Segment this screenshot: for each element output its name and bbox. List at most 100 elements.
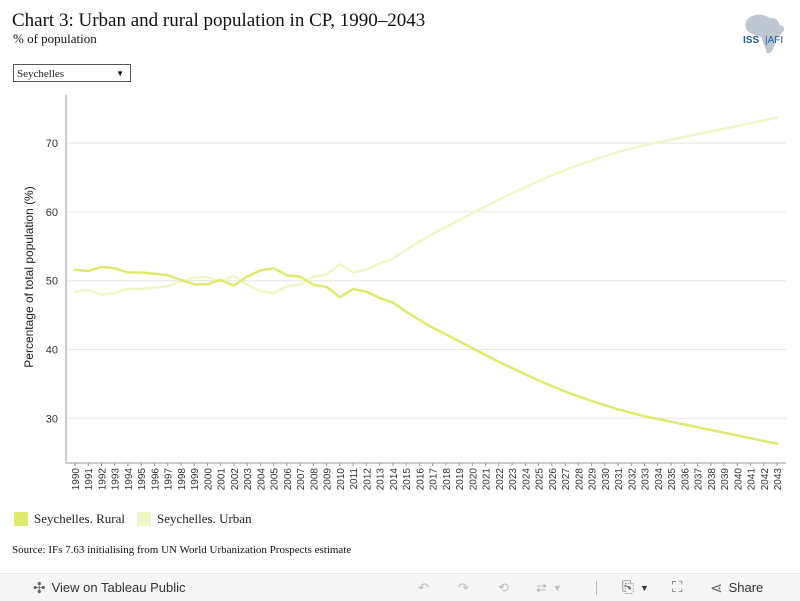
x-tick-label: 2025 [535, 468, 546, 491]
x-tick-label: 2022 [495, 468, 506, 491]
x-tick-label: 1998 [177, 468, 188, 491]
share-icon: ⋖ [710, 579, 723, 597]
y-tick-label: 60 [46, 207, 58, 219]
series-line-urban [73, 116, 779, 296]
x-tick-label: 2002 [230, 468, 241, 491]
legend-item-rural[interactable]: Seychelles. Rural [14, 511, 125, 527]
revert-icon: ⟲ [498, 579, 509, 595]
x-tick-label: 2037 [694, 468, 705, 491]
x-tick-label: 2011 [349, 468, 360, 490]
x-tick-label: 2001 [217, 468, 228, 491]
source-note: Source: IFs 7.63 initialising from UN Wo… [12, 544, 352, 556]
x-tick-label: 2032 [627, 468, 638, 491]
legend-swatch-rural [14, 512, 28, 526]
download-icon: ⎘ [622, 579, 635, 596]
x-tick-label: 2026 [548, 468, 559, 491]
tableau-toolbar: ✣ View on Tableau Public ↶ ↷ ⟲ ⇄ ▼ ⎘ ▼ ⛶ ⋖… [0, 573, 800, 601]
chart-subtitle: % of population [13, 31, 97, 46]
tableau-logo-icon: ✣ [33, 579, 46, 597]
revert-button[interactable]: ⟲ [498, 574, 509, 601]
country-filter-value: Seychelles [17, 68, 65, 80]
x-tick-label: 2003 [243, 468, 254, 491]
x-tick-label: 2014 [389, 468, 400, 491]
fullscreen-icon: ⛶ [672, 579, 683, 596]
redo-button[interactable]: ↷ [458, 574, 469, 601]
x-tick-label: 2041 [747, 468, 758, 491]
x-tick-label: 1991 [84, 468, 95, 491]
legend-label-urban: Seychelles. Urban [156, 511, 252, 526]
view-on-tableau-label: View on Tableau Public [51, 580, 186, 595]
x-tick-label: 2010 [336, 468, 347, 491]
redo-icon: ↷ [458, 579, 469, 595]
x-tick-label: 2035 [667, 468, 678, 491]
series-line-rural [73, 265, 779, 445]
x-tick-label: 2027 [561, 468, 572, 491]
x-tick-label: 1993 [111, 468, 122, 491]
refresh-icon: ⇄ [536, 579, 547, 595]
legend-swatch-urban [136, 512, 151, 526]
x-tick-label: 2020 [468, 468, 479, 491]
undo-button[interactable]: ↶ [418, 574, 429, 601]
x-tick-label: 2008 [309, 468, 320, 491]
x-tick-label: 1992 [97, 468, 108, 491]
x-tick-label: 2004 [256, 468, 267, 491]
view-on-tableau-button[interactable]: ✣ View on Tableau Public [33, 574, 186, 601]
x-tick-label: 2030 [601, 468, 612, 491]
x-tick-label: 2028 [574, 468, 585, 491]
undo-icon: ↶ [418, 579, 429, 595]
x-tick-label: 2043 [773, 468, 784, 491]
fullscreen-button[interactable]: ⛶ [672, 574, 683, 601]
toolbar-divider [596, 581, 597, 595]
x-tick-label: 2023 [508, 468, 519, 491]
x-tick-label: 2007 [296, 468, 307, 491]
x-tick-label: 2016 [415, 468, 426, 491]
country-filter-dropdown[interactable]: Seychelles ▼ [13, 64, 131, 82]
x-tick-label: 2018 [442, 468, 453, 491]
x-tick-label: 1990 [71, 468, 82, 491]
x-tick-label: 2015 [402, 468, 413, 491]
download-button[interactable]: ⎘ ▼ [622, 574, 649, 601]
iss-afi-logo: ISS |AFI [738, 12, 792, 56]
x-tick-label: 2033 [641, 468, 652, 491]
x-tick-label: 2012 [362, 468, 373, 491]
x-tick-label: 1995 [137, 468, 148, 491]
x-tick-label: 2017 [429, 468, 440, 491]
x-tick-label: 2031 [614, 468, 625, 491]
x-tick-label: 2042 [760, 468, 771, 491]
x-tick-label: 1997 [164, 468, 175, 491]
x-tick-label: 2006 [283, 468, 294, 491]
chevron-down-icon: ▼ [116, 69, 124, 78]
chevron-down-icon: ▼ [552, 582, 562, 593]
chevron-down-icon: ▼ [640, 582, 649, 593]
x-tick-label: 2019 [455, 468, 466, 491]
x-tick-label: 1999 [190, 468, 201, 491]
legend-label-rural: Seychelles. Rural [34, 511, 125, 526]
y-tick-label: 40 [46, 345, 58, 357]
y-tick-label: 50 [46, 276, 58, 288]
x-tick-label: 2036 [680, 468, 691, 491]
share-button[interactable]: ⋖ Share [710, 574, 763, 601]
x-tick-label: 2038 [707, 468, 718, 491]
x-tick-label: 2000 [203, 468, 214, 491]
y-axis-label: Percentage of total population (%) [22, 186, 36, 367]
y-tick-label: 30 [46, 413, 58, 425]
x-tick-label: 1996 [150, 468, 161, 491]
share-label: Share [728, 580, 764, 595]
x-tick-label: 2024 [521, 468, 532, 491]
x-tick-label: 1994 [124, 468, 135, 491]
svg-text:|AFI: |AFI [765, 35, 783, 46]
x-tick-label: 2021 [482, 468, 493, 491]
y-tick-label: 70 [46, 138, 58, 150]
chart-legend: Seychelles. Rural Seychelles. Urban [14, 511, 252, 527]
legend-item-urban[interactable]: Seychelles. Urban [136, 511, 252, 527]
chart-title: Chart 3: Urban and rural population in C… [12, 10, 426, 31]
x-tick-label: 2040 [733, 468, 744, 491]
svg-text:ISS: ISS [743, 35, 759, 46]
x-tick-label: 2029 [588, 468, 599, 491]
x-tick-label: 2039 [720, 468, 731, 491]
refresh-button[interactable]: ⇄ ▼ [536, 574, 562, 601]
x-tick-label: 2034 [654, 468, 665, 491]
x-tick-label: 2013 [376, 468, 387, 491]
x-tick-label: 2005 [270, 468, 281, 491]
